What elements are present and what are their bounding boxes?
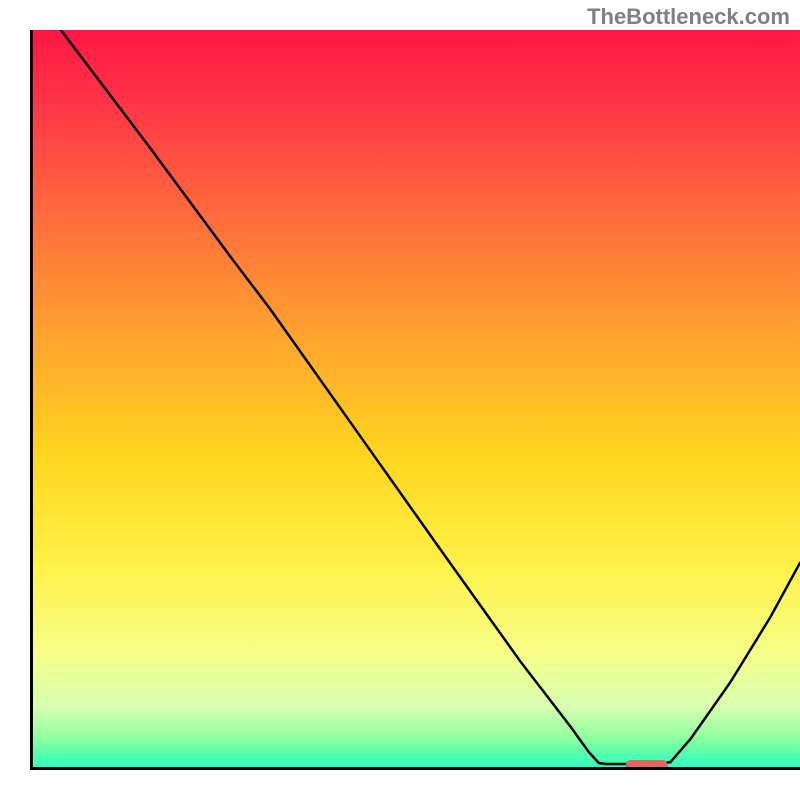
minimum-marker xyxy=(626,760,668,767)
chart-container xyxy=(0,30,800,800)
chart-overlay xyxy=(33,30,800,767)
watermark-text: TheBottleneck.com xyxy=(587,4,790,30)
plot-area xyxy=(30,30,800,770)
bottleneck-curve xyxy=(61,30,800,764)
